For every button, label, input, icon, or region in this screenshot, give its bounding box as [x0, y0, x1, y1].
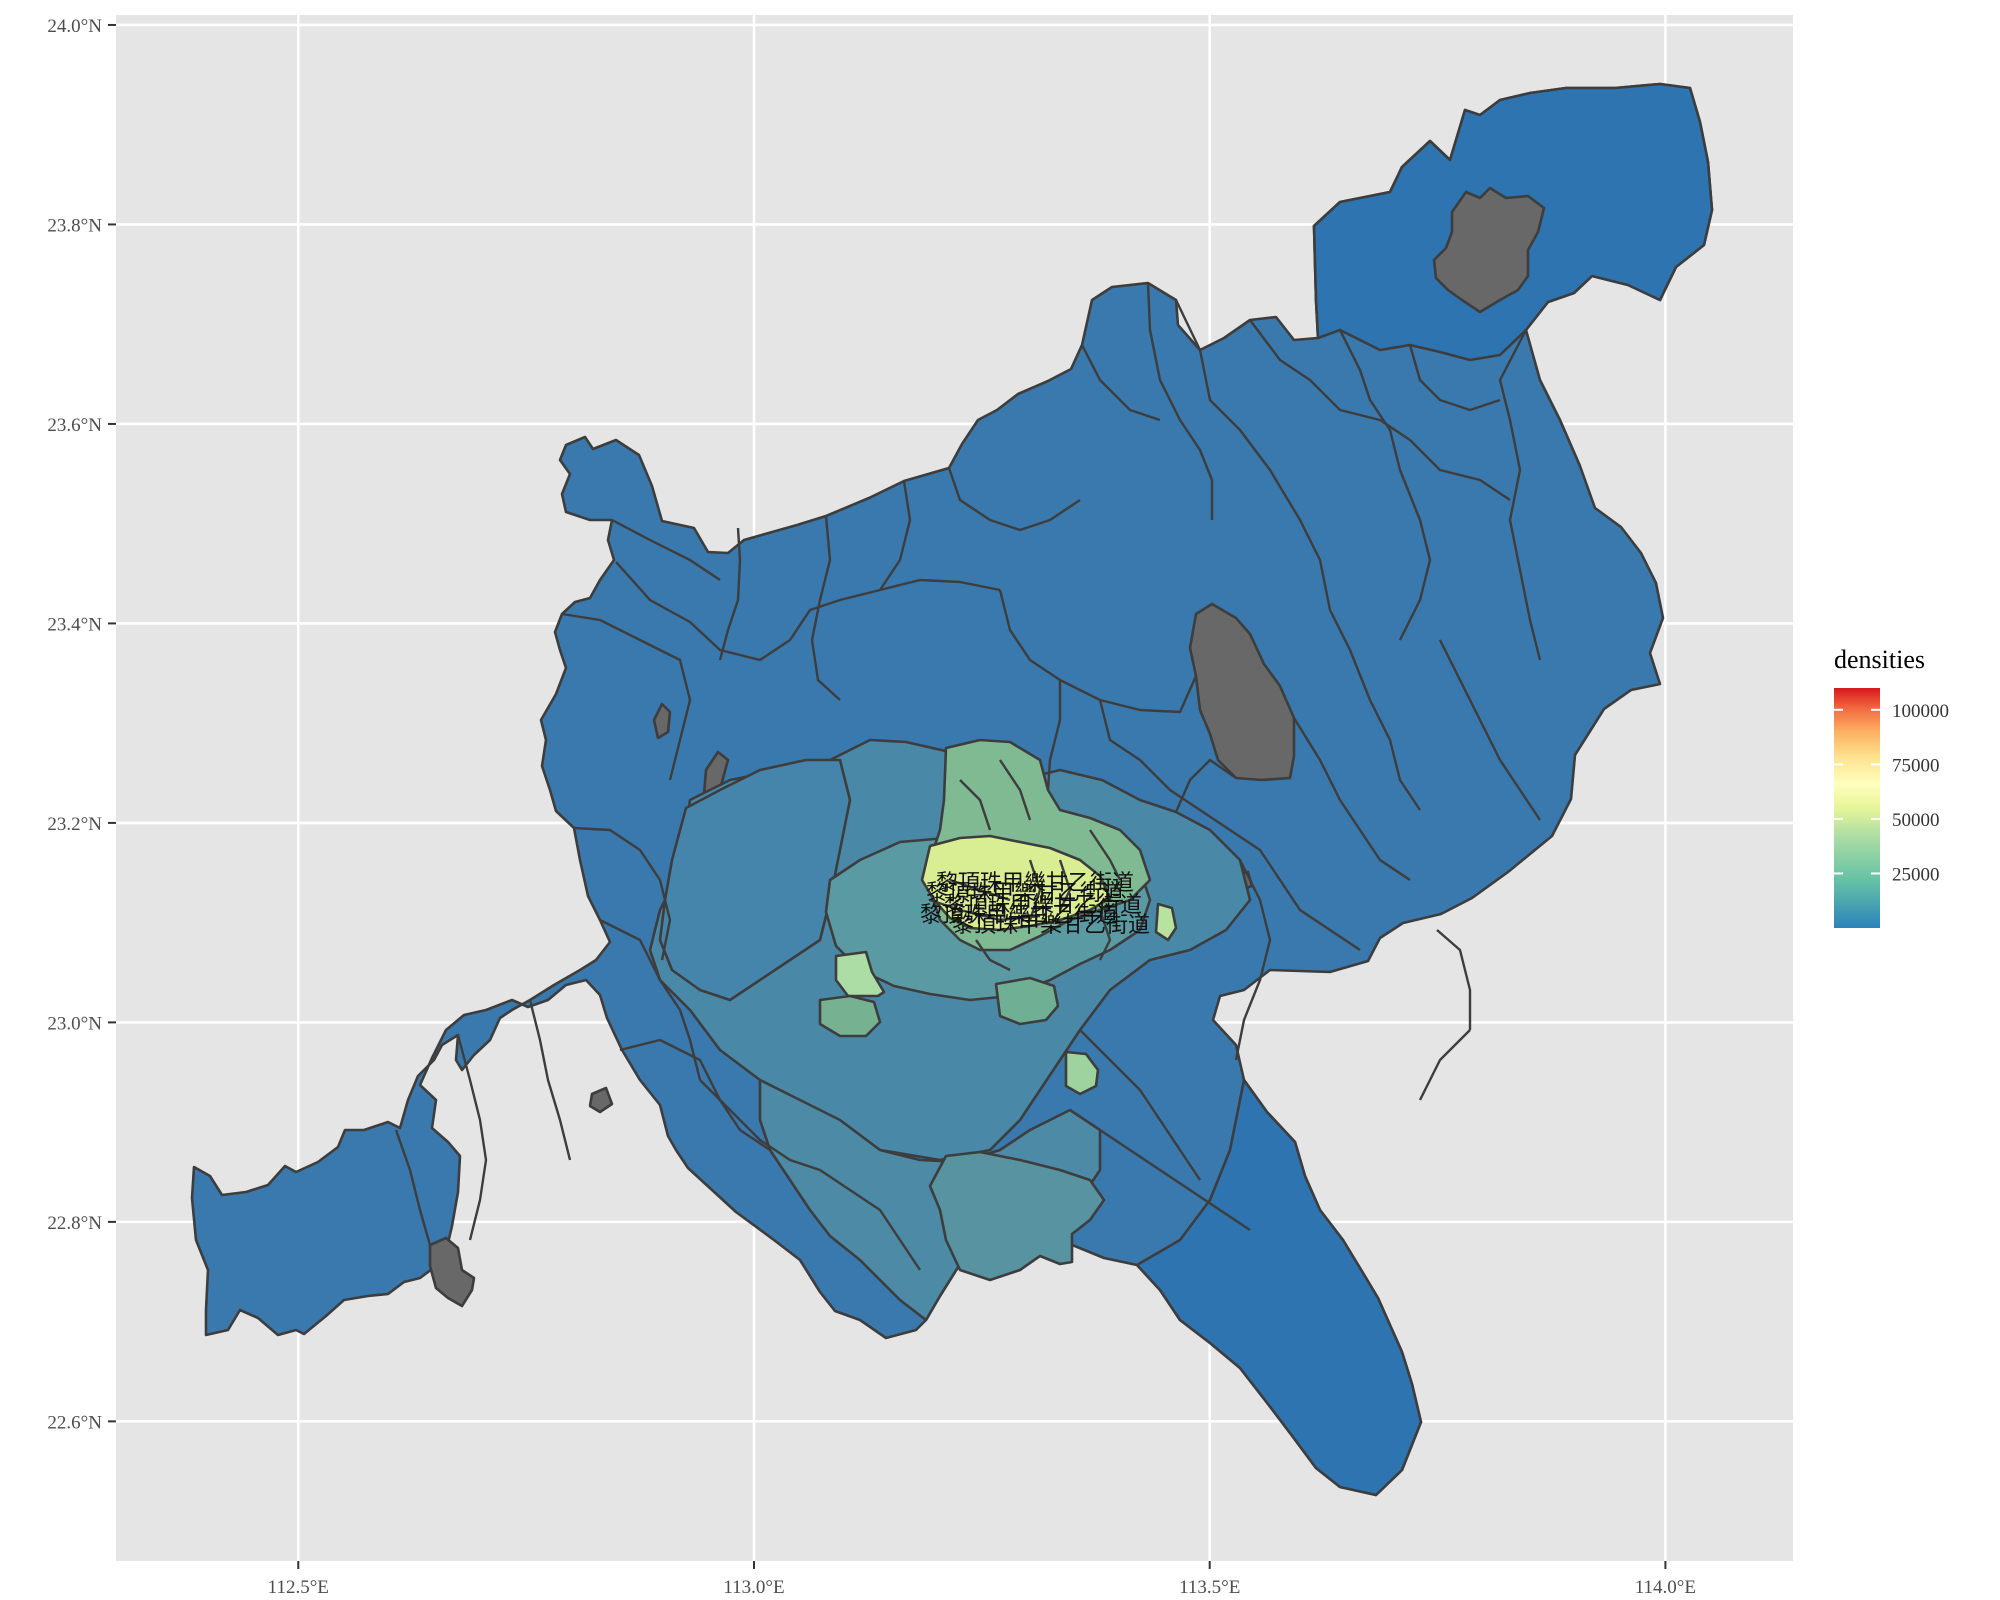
district-label-1: 黎頂珠甲樂甘乙街道	[926, 881, 1124, 906]
district-south-coast	[1135, 1078, 1423, 1497]
y-tick-label-3: 23.2°N	[47, 814, 102, 835]
legend-colorbar	[1834, 688, 1880, 928]
legend-break-label-2: 75000	[1892, 755, 1940, 776]
y-tick-label-7: 24.0°N	[47, 16, 102, 37]
district-na-north	[1432, 186, 1546, 314]
district-na-west-b	[652, 702, 672, 740]
y-tick-label-6: 23.8°N	[47, 215, 102, 236]
district-green-south	[1064, 1050, 1100, 1096]
district-south-teal	[928, 1150, 1106, 1282]
district-name-labels: 黎頂珠甲樂甘乙街道 黎頂珠甲樂甘乙街道 黎頂珠甲樂甘乙街道 黎頂珠甲樂甘乙街道 …	[920, 871, 1150, 938]
y-tick-label-1: 22.8°N	[47, 1213, 102, 1234]
core-subdistrict-outlines	[929, 759, 1122, 972]
district-na-west-c	[588, 1086, 614, 1114]
district-na-center	[1188, 602, 1296, 782]
y-tick-label-0: 22.6°N	[47, 1412, 102, 1433]
legend-break-label-3: 100000	[1892, 701, 1949, 722]
legend: densities 25000 50000 75000 100000	[1834, 645, 1949, 928]
district-label-5: 黎頂珠甲樂甘乙街道	[952, 913, 1150, 938]
district-boundaries	[394, 282, 1582, 1271]
x-tick-label-0: 112.5°E	[268, 1577, 329, 1598]
y-tick-label-4: 23.4°N	[47, 614, 102, 635]
district-na-south-west	[428, 1236, 476, 1308]
axis-ticks	[108, 23, 1667, 1569]
legend-break-label-1: 50000	[1892, 810, 1940, 831]
district-west-teal	[658, 758, 852, 1002]
x-tick-label-2: 113.5°E	[1179, 1577, 1240, 1598]
x-tick-label-1: 113.0°E	[723, 1577, 784, 1598]
legend-title: densities	[1834, 645, 1925, 674]
district-layer	[190, 82, 1714, 1497]
district-green-southwest	[834, 950, 886, 998]
district-label-2: 黎頂珠甲樂甘乙街道	[936, 871, 1134, 896]
legend-break-label-0: 25000	[1892, 864, 1940, 885]
legend-breaks: 25000 50000 75000 100000	[1834, 701, 1949, 885]
x-axis-tick-labels: 112.5°E 113.0°E 113.5°E 114.0°E	[268, 1577, 1696, 1598]
district-green-mid	[994, 976, 1060, 1026]
district-label-3: 黎頂珠甲樂甘乙街道	[944, 893, 1142, 918]
district-green-east	[1154, 902, 1178, 942]
y-tick-label-2: 23.0°N	[47, 1013, 102, 1034]
district-green-southwest-2	[818, 994, 882, 1038]
y-tick-label-5: 23.6°N	[47, 415, 102, 436]
y-axis-tick-labels: 22.6°N 22.8°N 23.0°N 23.2°N 23.4°N 23.6°N 23.8…	[47, 16, 102, 1433]
x-tick-label-3: 114.0°E	[1635, 1577, 1696, 1598]
district-label-4: 黎頂珠甲樂甘乙街道	[920, 903, 1118, 928]
